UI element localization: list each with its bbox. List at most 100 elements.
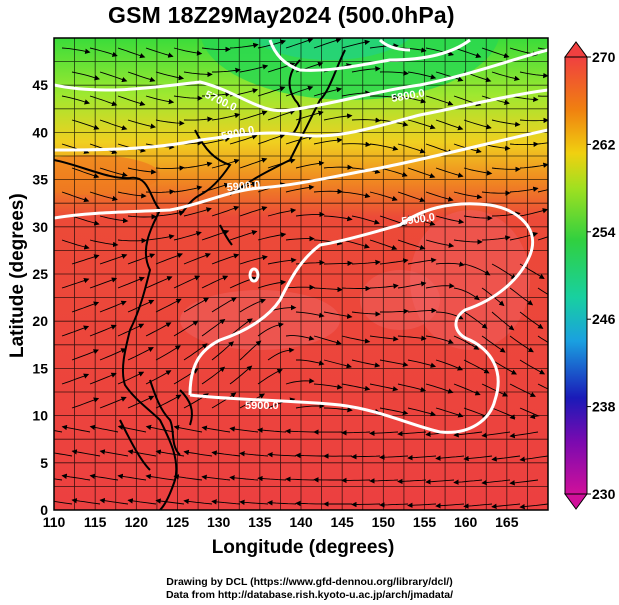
streamline-arrow <box>453 287 480 301</box>
streamline-arrow <box>257 427 287 433</box>
streamline-arrow <box>453 239 483 245</box>
streamline-arrow <box>341 141 371 148</box>
streamline-arrow <box>491 359 517 375</box>
streamline-arrow <box>491 119 521 127</box>
streamline-arrow <box>341 191 371 199</box>
streamline-arrow <box>425 383 454 394</box>
streamline-arrow <box>295 211 325 218</box>
streamline-arrow <box>351 117 381 123</box>
streamline-arrow <box>117 191 147 199</box>
streamline-arrow <box>173 424 203 433</box>
streamline-arrow <box>425 335 454 344</box>
streamline-arrow <box>99 300 127 313</box>
streamline-arrow <box>99 497 129 505</box>
streamline-arrow <box>537 335 548 343</box>
streamline-arrow <box>99 396 127 409</box>
streamline-arrow <box>239 499 269 506</box>
streamline-arrow <box>295 160 325 169</box>
streamline-arrow <box>99 71 128 83</box>
streamline-arrow <box>341 335 371 344</box>
streamline-arrow <box>173 47 203 56</box>
streamline-arrow <box>61 325 90 337</box>
streamline-arrow <box>369 43 399 49</box>
streamline-arrow <box>61 373 90 385</box>
longitude-tick-label: 155 <box>413 514 437 530</box>
streamline-arrow <box>435 502 465 509</box>
streamline-arrow <box>201 366 226 385</box>
longitude-tick-label: 115 <box>84 514 107 530</box>
streamline-arrow <box>463 311 488 329</box>
streamline-arrow <box>369 143 399 151</box>
streamline-arrow <box>397 281 427 289</box>
streamline-arrow <box>397 95 427 104</box>
streamline-arrow <box>285 38 314 49</box>
streamline-arrow <box>183 343 208 361</box>
streamline-arrow <box>537 236 548 241</box>
streamline-arrow <box>519 503 548 510</box>
longitude-tick-label: 145 <box>330 514 354 530</box>
streamline-arrow <box>155 210 185 217</box>
streamline-arrow <box>435 215 465 225</box>
streamline-arrow <box>519 407 541 420</box>
streamline-arrow <box>89 191 118 202</box>
streamline-arrow <box>99 253 128 265</box>
streamline-arrow <box>117 371 145 385</box>
streamline-arrow <box>229 181 258 193</box>
streamline-arrow <box>313 286 343 293</box>
streamline-arrow <box>173 95 203 101</box>
streamline-arrow <box>379 167 408 177</box>
streamline-arrow <box>155 253 183 265</box>
streamline-arrow <box>54 430 63 433</box>
streamline-arrow <box>397 478 427 485</box>
longitude-tick-label: 165 <box>495 514 519 530</box>
streamline-arrow <box>313 38 342 49</box>
streamline-arrow <box>491 71 520 82</box>
streamline-arrow <box>229 42 259 49</box>
streamline-arrow <box>509 335 534 353</box>
streamline-arrow <box>127 119 156 129</box>
latitude-tick-label: 15 <box>32 360 48 376</box>
streamline-arrow <box>239 157 268 169</box>
streamline-arrow <box>537 189 548 193</box>
streamline-arrow <box>54 452 73 457</box>
latitude-tick-label: 10 <box>32 408 48 424</box>
contour-label: 5900.0 <box>226 179 261 194</box>
streamline-arrow <box>201 91 231 97</box>
streamline-arrow <box>61 424 91 433</box>
streamline-arrow <box>211 392 237 409</box>
streamline-arrow <box>481 479 511 486</box>
streamline-arrow <box>425 239 455 248</box>
streamline-arrow <box>239 298 266 313</box>
streamline-arrow <box>155 298 182 313</box>
streamline-arrow <box>463 263 491 276</box>
streamline-arrow <box>229 365 253 385</box>
longitude-tick-label: 135 <box>248 514 272 530</box>
streamline-arrow <box>351 453 381 460</box>
streamline-arrow <box>407 407 436 417</box>
longitude-ticks: 110 115 120 125 130 135 140 145 150 155 160 165 <box>43 514 519 530</box>
streamline-arrow <box>481 335 506 353</box>
streamline-arrow <box>323 260 353 267</box>
streamline-arrow <box>257 475 287 482</box>
streamline-arrow <box>285 428 315 434</box>
streamline-arrow <box>397 143 426 154</box>
colorbar-tick-label: 238 <box>592 399 616 415</box>
contour-label: 5800.0 <box>390 87 425 105</box>
streamline-arrow <box>71 71 100 81</box>
streamline-arrow <box>313 383 343 390</box>
streamline-arrow <box>351 259 381 266</box>
streamline-arrow <box>145 47 174 58</box>
streamline-arrow <box>509 287 534 306</box>
longitude-tick-label: 130 <box>207 514 231 530</box>
streamline-arrow <box>71 349 99 361</box>
streamline-arrow <box>481 383 509 397</box>
streamline-arrow <box>239 340 262 361</box>
streamline-arrow <box>397 430 427 437</box>
plot-frame <box>53 37 549 511</box>
streamline-arrow <box>257 86 286 97</box>
streamline-arrow <box>201 425 231 433</box>
streamline-arrow <box>369 430 399 436</box>
streamline-arrow <box>145 322 172 337</box>
streamline-arrow <box>397 335 427 341</box>
streamline-arrow <box>267 208 297 217</box>
